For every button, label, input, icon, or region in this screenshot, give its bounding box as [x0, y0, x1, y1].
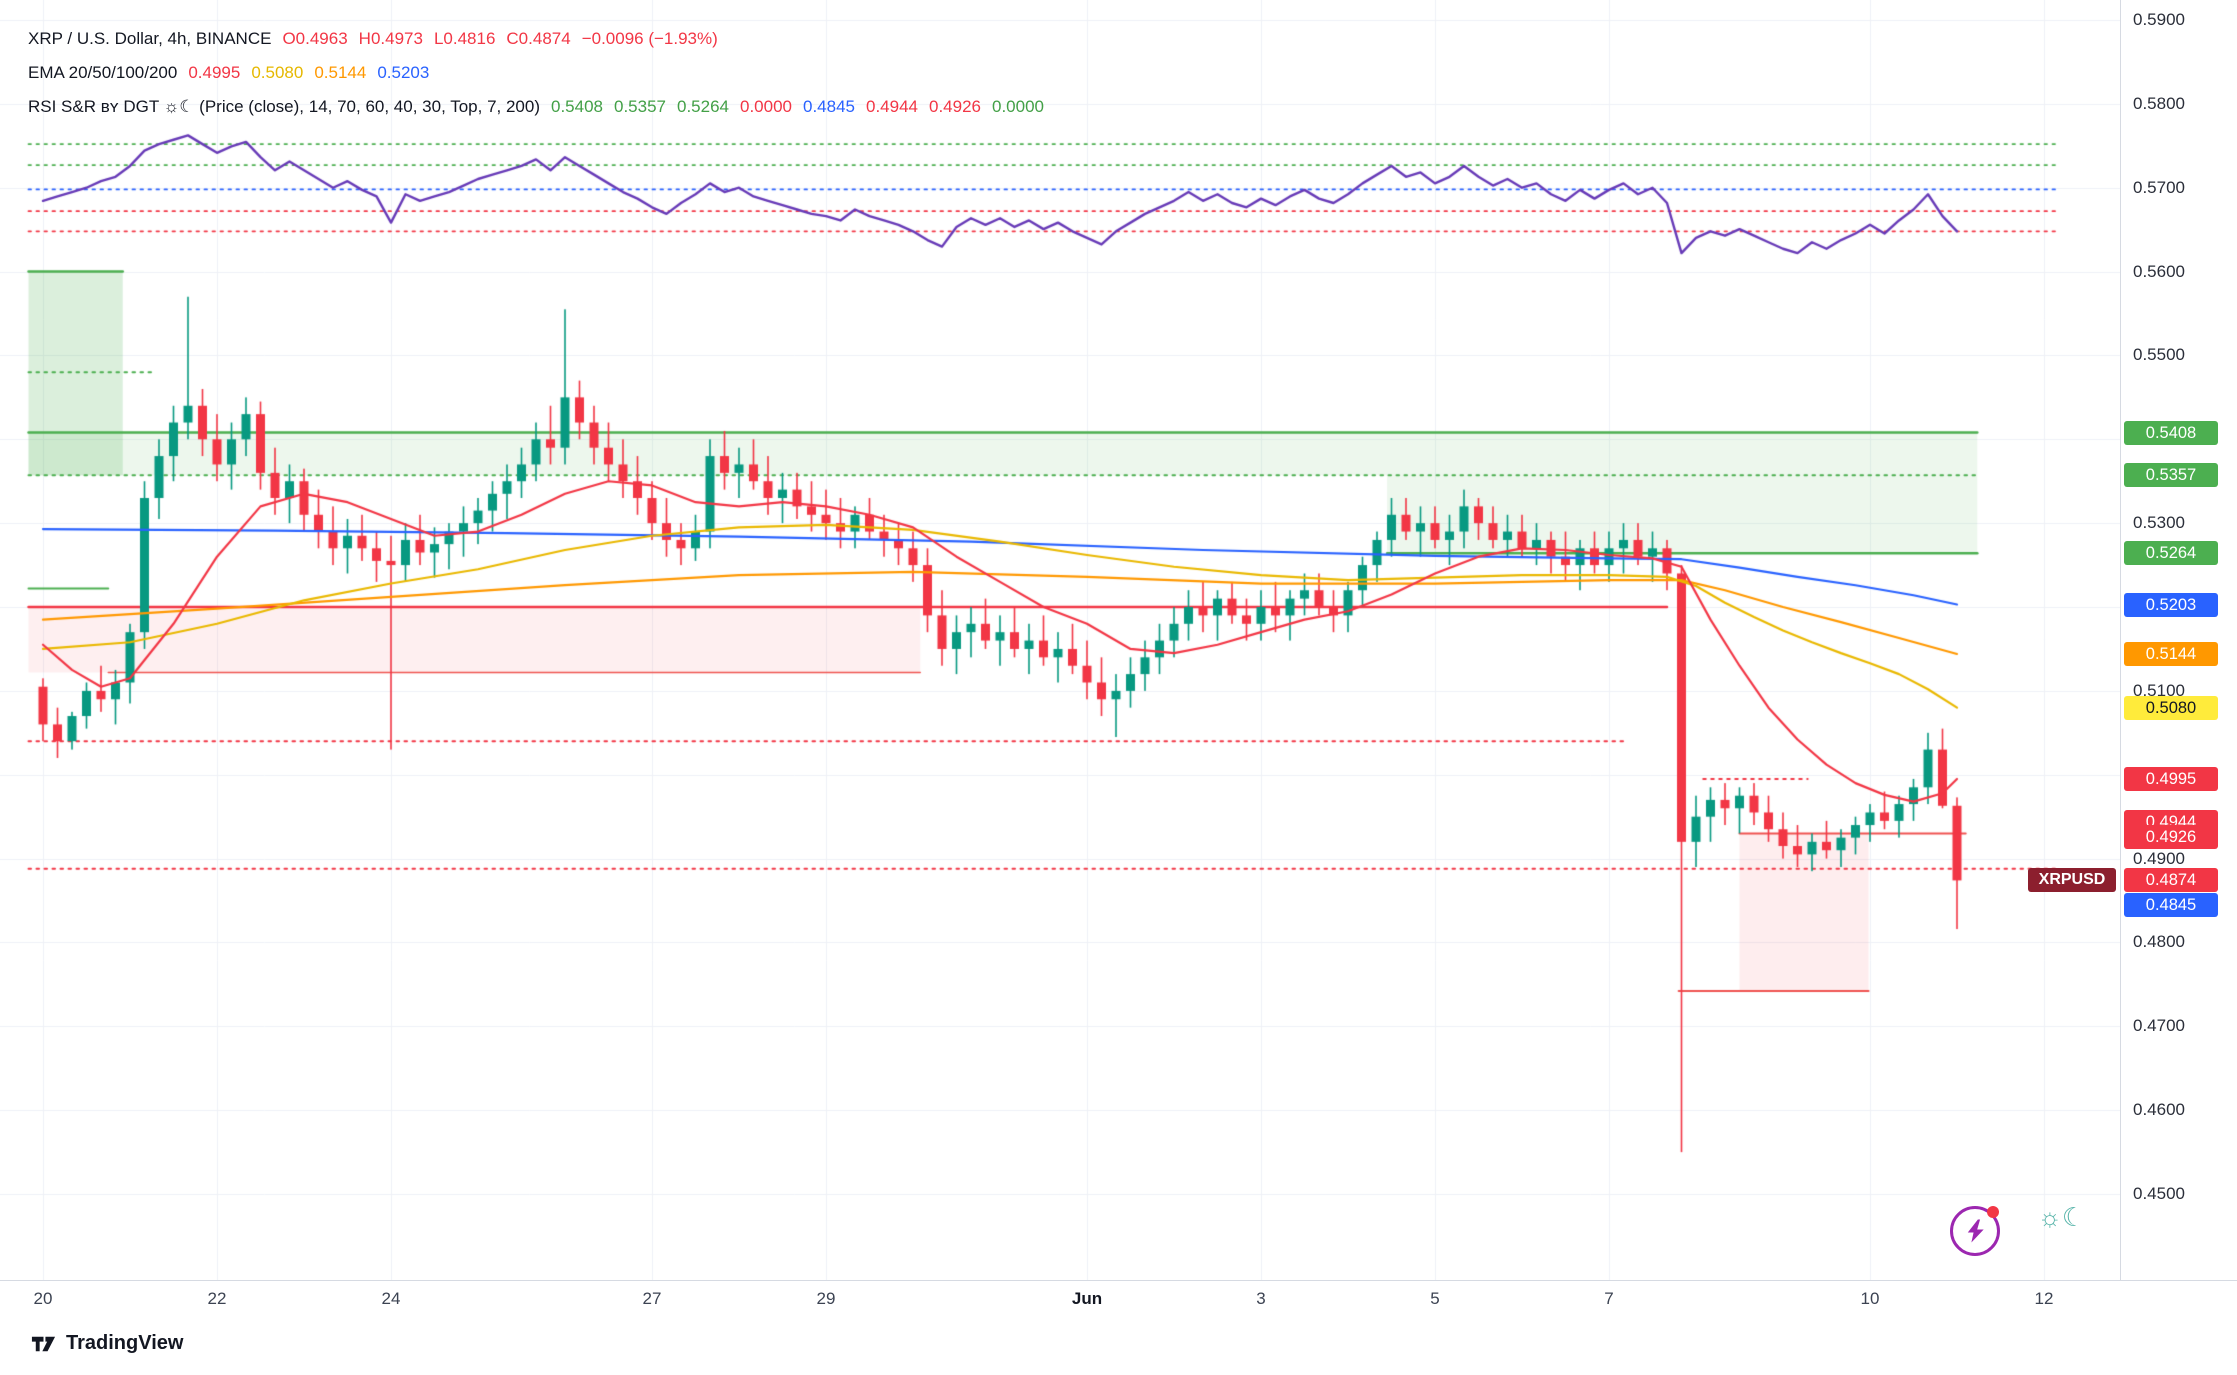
- ema20-value: 0.4995: [188, 63, 241, 82]
- sun-moon-icon: ☼☾: [2038, 1202, 2086, 1232]
- time-axis-label: 24: [381, 1289, 401, 1308]
- tradingview-logo-text: TradingView: [66, 1332, 184, 1354]
- price-axis-label: 0.5600: [2133, 261, 2185, 281]
- time-axis-label: 12: [2034, 1289, 2054, 1308]
- price-level-badge: 0.5264: [2124, 541, 2218, 566]
- support-value-2: 0.4944: [866, 97, 918, 116]
- change-value: −0.0096 (−1.93%): [581, 29, 718, 48]
- time-axis-label: 22: [207, 1289, 227, 1308]
- lightning-icon: [1967, 1219, 1984, 1243]
- tradingview-logo-icon: [31, 1336, 56, 1352]
- time-axis-label: 10: [1860, 1289, 1880, 1308]
- price-axis-label: 0.5300: [2133, 513, 2185, 533]
- lightning-boost-button[interactable]: [1950, 1206, 2000, 1256]
- ema50-value: 0.5080: [251, 63, 304, 82]
- price-axis-label: 0.4500: [2133, 1184, 2185, 1204]
- price-axis-label: 0.4700: [2133, 1016, 2185, 1036]
- high-value: H0.4973: [358, 29, 423, 48]
- rsi-sr-values: 0.5408 0.5357 0.5264 0.0000 0.4845 0.4944 0.49…: [540, 97, 1044, 117]
- rsi-sr-legend-row: RSI S&R ʙʏ DGT ☼☾ (Price (close), 14, 70…: [28, 90, 1044, 124]
- low-value: L0.4816: [433, 29, 496, 48]
- close-value: C0.4874: [506, 29, 571, 48]
- time-axis-label: 27: [642, 1289, 662, 1308]
- current-price-badge: 0.4874: [2124, 868, 2218, 893]
- sr-zero-red: 0.0000: [740, 97, 792, 116]
- price-level-badge: 0.5203: [2124, 592, 2218, 617]
- price-axis-label: 0.4800: [2133, 932, 2185, 952]
- resistance-value-3: 0.5264: [677, 97, 729, 116]
- open-value: O0.4963: [282, 29, 348, 48]
- price-axis-label: 0.5800: [2133, 93, 2185, 113]
- ema-legend-row: EMA 20/50/100/200 0.4995 0.5080 0.5144 0.52…: [28, 56, 1044, 90]
- sr-zero-green: 0.0000: [992, 97, 1044, 116]
- price-level-badge: 0.4845: [2124, 892, 2218, 917]
- ohlc-values: O0.4963 H0.4973 L0.4816 C0.4874 −0.0096 (−1.…: [271, 29, 717, 49]
- price-chart-canvas[interactable]: [0, 0, 2120, 1280]
- ema200-value: 0.5203: [377, 63, 430, 82]
- time-axis-label: 29: [816, 1289, 836, 1308]
- ema100-value: 0.5144: [314, 63, 367, 82]
- price-level-badge: 0.5080: [2124, 695, 2218, 720]
- resistance-value-1: 0.5408: [551, 97, 603, 116]
- symbol-price-tag: XRPUSD: [2028, 868, 2116, 893]
- time-axis[interactable]: 20 22 24 27 29 Jun 3 5 7 10 12: [0, 1280, 2237, 1375]
- symbol-legend-row: XRP / U.S. Dollar, 4h, BINANCE O0.4963 H0…: [28, 22, 1044, 56]
- ema-values: 0.4995 0.5080 0.5144 0.5203: [177, 63, 429, 83]
- rsi-sr-indicator-title[interactable]: RSI S&R ʙʏ DGT ☼☾ (Price (close), 14, 70…: [28, 97, 540, 116]
- chart-legend: XRP / U.S. Dollar, 4h, BINANCE O0.4963 H0…: [28, 22, 1044, 124]
- price-axis[interactable]: 0.59000.58000.57000.56000.55000.54000.53…: [2120, 0, 2237, 1280]
- price-level-badge: 0.4926: [2124, 824, 2218, 849]
- time-axis-label: 7: [1604, 1289, 1614, 1308]
- support-value-3: 0.4926: [929, 97, 981, 116]
- price-level-badge: 0.5357: [2124, 463, 2218, 488]
- price-level-badge: 0.5144: [2124, 641, 2218, 666]
- support-value-1: 0.4845: [803, 97, 855, 116]
- price-axis-label: 0.4900: [2133, 848, 2185, 868]
- ema-indicator-title[interactable]: EMA 20/50/100/200: [28, 63, 178, 82]
- resistance-value-2: 0.5357: [614, 97, 666, 116]
- time-axis-label: 5: [1430, 1289, 1440, 1308]
- price-axis-label: 0.5700: [2133, 177, 2185, 197]
- price-axis-label: 0.4600: [2133, 1100, 2185, 1120]
- price-axis-label: 0.5100: [2133, 680, 2185, 700]
- tradingview-logo[interactable]: TradingView: [30, 1330, 183, 1357]
- time-axis-label: 3: [1256, 1289, 1266, 1308]
- time-axis-label: Jun: [1071, 1289, 1103, 1308]
- time-axis-label: 20: [33, 1289, 53, 1308]
- price-axis-label: 0.5900: [2133, 10, 2185, 29]
- price-level-badge: 0.5408: [2124, 420, 2218, 445]
- symbol-title[interactable]: XRP / U.S. Dollar, 4h, BINANCE: [28, 29, 272, 48]
- price-level-badge: 0.4995: [2124, 766, 2218, 791]
- notification-dot: [1987, 1206, 1999, 1218]
- price-axis-label: 0.5500: [2133, 345, 2185, 365]
